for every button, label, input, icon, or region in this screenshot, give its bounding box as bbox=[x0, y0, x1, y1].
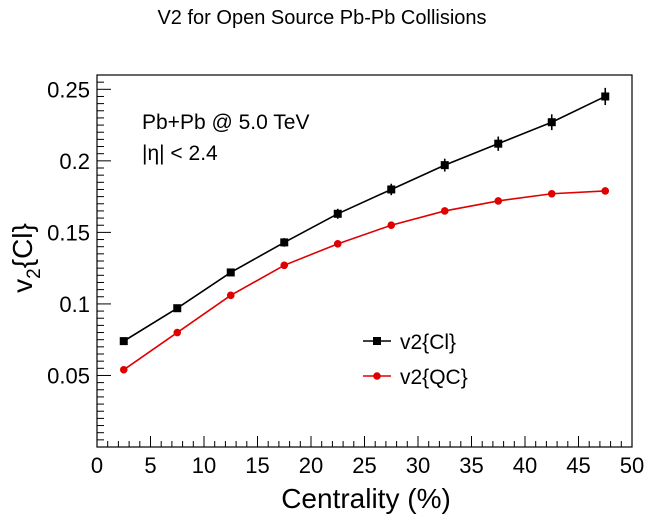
data-point bbox=[494, 139, 503, 148]
data-point bbox=[226, 291, 235, 300]
x-tick-label: 50 bbox=[620, 453, 644, 478]
data-point bbox=[440, 161, 449, 170]
data-point bbox=[119, 365, 128, 374]
y-tick-label: 0.25 bbox=[47, 77, 90, 102]
data-point bbox=[280, 261, 289, 270]
x-tick-label: 35 bbox=[459, 453, 483, 478]
x-tick-label: 30 bbox=[406, 453, 430, 478]
data-point bbox=[440, 207, 449, 215]
chart-title: V2 for Open Source Pb-Pb Collisions bbox=[157, 7, 486, 29]
y-axis-title: v2{Cl} bbox=[7, 223, 45, 293]
y-tick-label: 0.05 bbox=[47, 363, 90, 388]
legend-marker bbox=[373, 337, 381, 345]
data-point bbox=[387, 185, 396, 194]
y-tick-label: 0.15 bbox=[47, 220, 90, 245]
x-tick-label: 5 bbox=[144, 453, 156, 478]
data-point bbox=[226, 268, 235, 277]
x-tick-label: 0 bbox=[91, 453, 103, 478]
data-point bbox=[333, 240, 342, 248]
x-axis-ticks bbox=[96, 436, 633, 447]
series-layer bbox=[119, 87, 610, 374]
x-axis-tick-labels: 0 5 10 15 20 25 30 35 40 45 50 bbox=[91, 453, 644, 478]
x-tick-label: 10 bbox=[192, 453, 216, 478]
data-point bbox=[601, 92, 610, 101]
data-point bbox=[601, 187, 610, 195]
x-tick-label: 40 bbox=[513, 453, 537, 478]
x-tick-label: 20 bbox=[299, 453, 323, 478]
y-axis-tick-labels: 0.05 0.1 0.15 0.2 0.25 bbox=[47, 77, 90, 388]
data-point bbox=[173, 328, 182, 337]
data-point bbox=[494, 197, 503, 205]
x-tick-label: 15 bbox=[245, 453, 269, 478]
annotation-eta: |η| < 2.4 bbox=[142, 142, 218, 165]
legend: v2{Cl} v2{QC} bbox=[363, 331, 468, 389]
legend-entry-1: v2{QC} bbox=[363, 366, 468, 389]
data-point bbox=[333, 209, 342, 218]
data-point bbox=[547, 118, 556, 127]
y-tick-label: 0.2 bbox=[59, 149, 90, 174]
data-point bbox=[280, 238, 289, 247]
x-tick-label: 25 bbox=[352, 453, 376, 478]
y-axis-ticks bbox=[97, 74, 111, 448]
series-line bbox=[123, 190, 606, 371]
series-1 bbox=[119, 187, 610, 374]
legend-entry-0: v2{Cl} bbox=[363, 331, 456, 354]
y-tick-label: 0.1 bbox=[59, 292, 90, 317]
x-axis-title: Centrality (%) bbox=[281, 483, 451, 514]
legend-label: v2{Cl} bbox=[400, 331, 456, 354]
data-point bbox=[119, 337, 128, 346]
data-point bbox=[547, 189, 556, 198]
annotation-system: Pb+Pb @ 5.0 TeV bbox=[142, 111, 309, 134]
series-line bbox=[123, 95, 606, 342]
data-point bbox=[387, 221, 396, 230]
x-tick-label: 45 bbox=[566, 453, 590, 478]
legend-label: v2{QC} bbox=[400, 366, 468, 389]
data-point bbox=[173, 304, 182, 313]
legend-marker bbox=[373, 372, 381, 380]
series-0 bbox=[119, 87, 610, 346]
